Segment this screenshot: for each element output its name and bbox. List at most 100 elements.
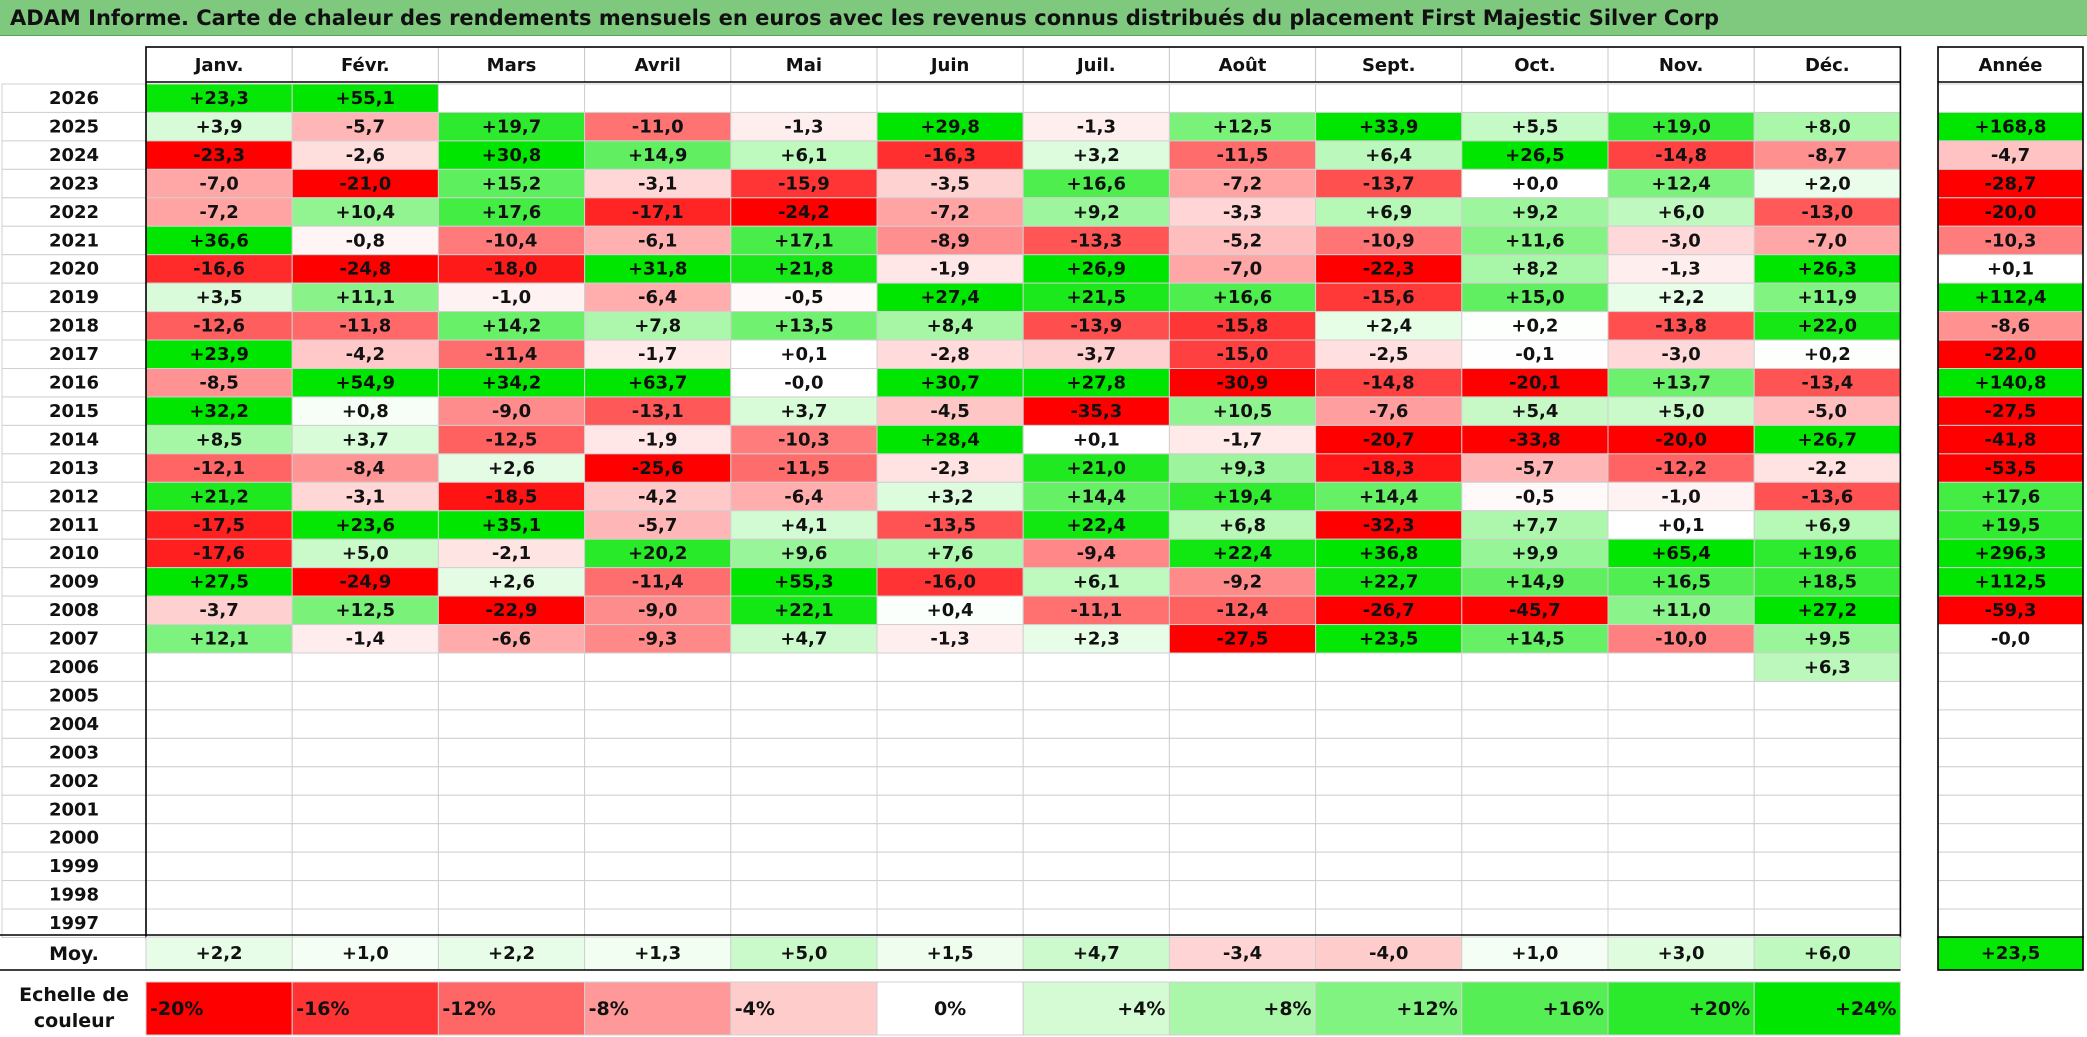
cell-value: -10,9 <box>1363 230 1415 251</box>
year-label: 2007 <box>49 629 99 650</box>
heatmap-cell <box>1607 737 1755 768</box>
heatmap-cell <box>730 880 878 910</box>
heatmap-cell <box>145 396 293 426</box>
cell-value: -4,2 <box>346 344 385 365</box>
cell-value: +12,1 <box>189 629 249 650</box>
heatmap-cell <box>1022 680 1170 711</box>
heatmap-cell <box>1461 140 1609 170</box>
scale-swatch <box>1753 981 1901 1036</box>
heatmap-cell <box>876 111 1024 142</box>
heatmap-cell <box>584 424 732 455</box>
cell-value: +36,6 <box>189 230 249 251</box>
heatmap-cell <box>1607 766 1755 796</box>
cell-value: -12,6 <box>193 316 245 337</box>
heatmap-cell <box>1461 168 1609 199</box>
cell-value: -1,0 <box>1661 486 1700 507</box>
cell-value: +21,8 <box>774 259 834 280</box>
annual-cell <box>1937 83 2084 113</box>
heatmap-cell <box>1315 766 1463 796</box>
average-value: +1,3 <box>634 943 681 964</box>
year-label: 2021 <box>49 230 99 251</box>
heatmap-cell <box>291 766 439 796</box>
cell-value: -11,1 <box>1070 600 1122 621</box>
heatmap-cell <box>145 424 293 455</box>
heatmap-cell <box>291 908 439 938</box>
heatmap-cell <box>1315 311 1463 341</box>
heatmap-cell <box>730 737 878 768</box>
heatmap-cell <box>1753 368 1901 398</box>
heatmap-cell <box>876 652 1024 682</box>
cell-value: +9,9 <box>1511 543 1558 564</box>
cell-value: +0,1 <box>1658 515 1705 536</box>
heatmap-cell <box>1461 680 1609 711</box>
cell-value: -6,1 <box>638 230 677 251</box>
cell-value: -17,6 <box>193 543 245 564</box>
heatmap-cell <box>1315 481 1463 512</box>
heatmap-cell <box>291 624 439 654</box>
heatmap-cell <box>1753 652 1901 682</box>
cell-value: -20,7 <box>1363 429 1415 450</box>
year-cell <box>1 197 147 227</box>
month-header-label: Avril <box>635 55 681 76</box>
year-cell <box>1 567 147 597</box>
cell-value: +2,4 <box>1365 316 1412 337</box>
cell-value: +2,2 <box>1658 287 1705 308</box>
month-header-label: Nov. <box>1659 55 1704 76</box>
scale-label: +20% <box>1689 998 1750 1020</box>
year-label: 2013 <box>49 458 99 479</box>
heatmap-cell <box>1461 83 1609 113</box>
heatmap-cell <box>1168 908 1317 938</box>
heatmap-cell <box>730 168 878 199</box>
cell-value: +3,2 <box>927 486 974 507</box>
month-header-cell <box>730 46 878 83</box>
cell-value: -13,0 <box>1801 202 1853 223</box>
heatmap-cell <box>584 368 732 398</box>
cell-value: -5,2 <box>1223 230 1262 251</box>
annual-value: -10,3 <box>1985 230 2037 251</box>
cell-value: +6,3 <box>1804 657 1851 678</box>
heatmap-cell <box>1607 851 1755 882</box>
average-cell <box>1607 936 1755 971</box>
cell-value: +5,0 <box>342 543 389 564</box>
cell-value: +26,7 <box>1798 429 1858 450</box>
heatmap-cell <box>1168 424 1317 455</box>
heatmap-cell <box>876 766 1024 796</box>
cell-value: -5,7 <box>638 515 677 536</box>
year-cell <box>1 851 147 882</box>
heatmap-cell <box>876 737 1024 768</box>
heatmap-cell <box>1315 680 1463 711</box>
heatmap-cell <box>1168 140 1317 170</box>
scale-swatch <box>1461 981 1609 1036</box>
annual-cell <box>1937 680 2084 711</box>
heatmap-cell <box>145 282 293 313</box>
cell-value: -12,2 <box>1655 458 1707 479</box>
heatmap-cell <box>145 880 293 910</box>
annual-cell <box>1937 424 2084 455</box>
heatmap-cell <box>1315 737 1463 768</box>
heatmap-cell <box>437 680 586 711</box>
cell-value: -10,0 <box>1655 629 1707 650</box>
heatmap-cell <box>1461 510 1609 540</box>
average-value: +3,0 <box>1658 943 1705 964</box>
cell-value: -21,0 <box>339 173 391 194</box>
month-header-cell <box>876 46 1024 83</box>
heatmap-cell <box>291 737 439 768</box>
cell-value: +63,7 <box>628 373 688 394</box>
heatmap-cell <box>584 823 732 853</box>
heatmap-cell <box>1461 851 1609 882</box>
annual-cell <box>1937 111 2084 142</box>
heatmap-cell <box>1315 908 1463 938</box>
year-label: 2018 <box>49 316 99 337</box>
cell-value: +27,4 <box>920 287 980 308</box>
average-label: Moy. <box>49 943 99 965</box>
heatmap-cell <box>1461 254 1609 284</box>
annual-cell <box>1937 567 2084 597</box>
heatmap-cell <box>730 339 878 369</box>
year-cell <box>1 396 147 426</box>
heatmap-cell <box>876 311 1024 341</box>
year-label: 2001 <box>49 799 99 820</box>
heatmap-cell <box>1315 538 1463 569</box>
scale-swatch <box>1607 981 1755 1036</box>
heatmap-cell <box>1168 709 1317 739</box>
cell-value: -1,4 <box>346 629 385 650</box>
